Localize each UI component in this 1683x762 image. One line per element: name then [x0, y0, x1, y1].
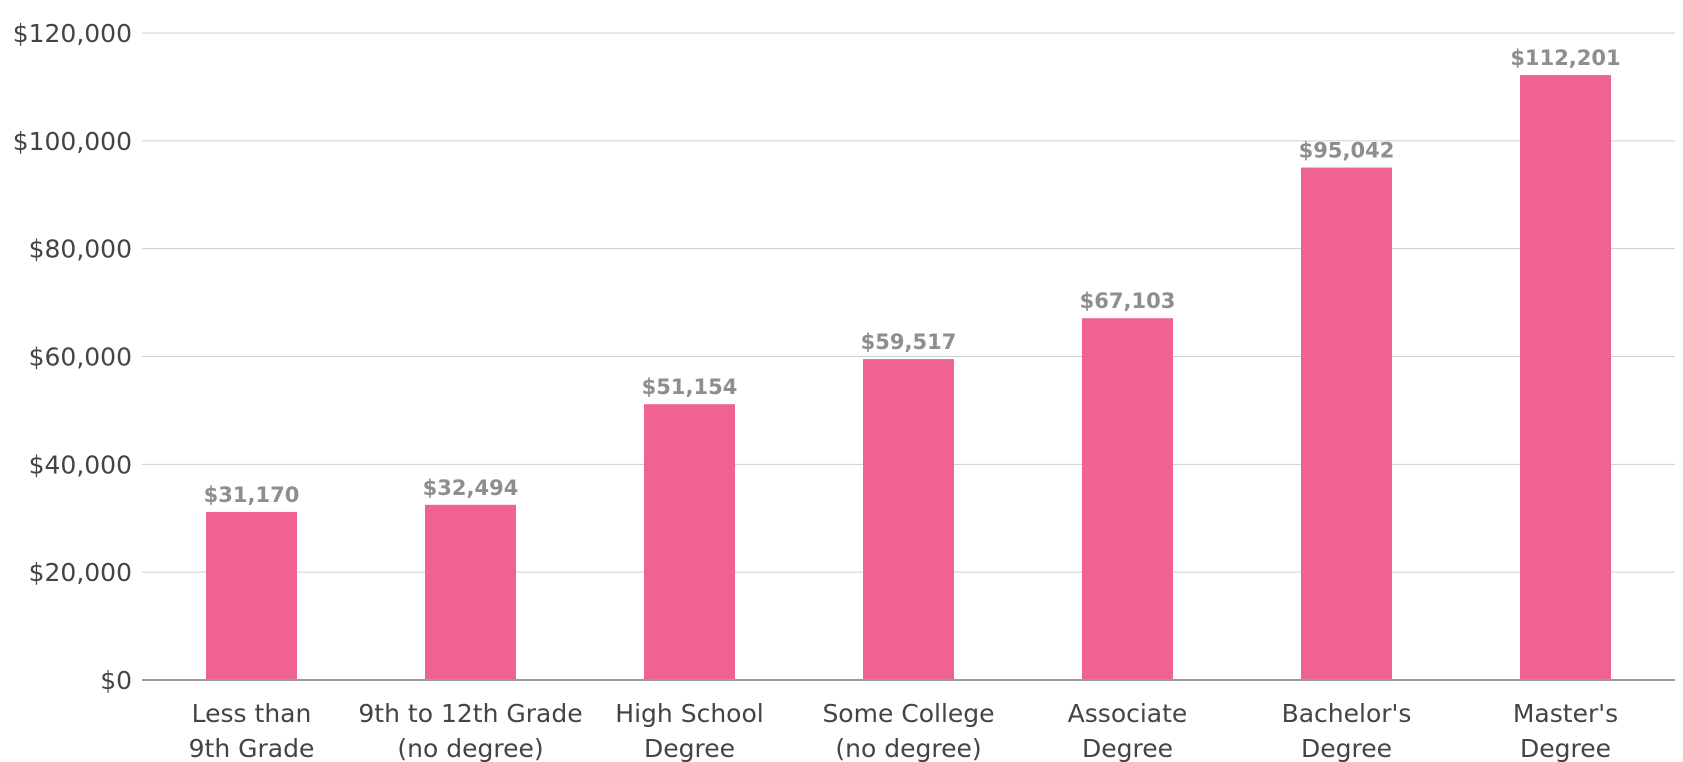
x-tick-label: Master's [1513, 699, 1618, 728]
data-label: $67,103 [1080, 289, 1176, 313]
data-label: $31,170 [204, 483, 300, 507]
x-tick-label: Degree [1301, 734, 1392, 762]
bar [425, 504, 516, 680]
bar [1301, 167, 1392, 681]
y-tick-label: $120,000 [13, 19, 132, 48]
data-labels: $31,170 $32,494 $51,154 $59,517 $67,103 $95,0… [204, 46, 1621, 507]
x-tick-label: High School [615, 699, 763, 728]
x-tick-label: Degree [1082, 734, 1173, 762]
bar [1520, 75, 1611, 680]
bar [206, 511, 297, 680]
x-tick-label: 9th Grade [189, 734, 315, 762]
y-tick-label: $0 [100, 666, 132, 695]
y-tick-label: $100,000 [13, 127, 132, 156]
data-label: $112,201 [1510, 46, 1620, 70]
y-tick-label: $20,000 [29, 558, 132, 587]
x-tick-label: Bachelor's [1282, 699, 1412, 728]
x-tick-label: Degree [1520, 734, 1611, 762]
x-tick-label: Some College [822, 699, 994, 728]
x-tick-label: Less than [192, 699, 312, 728]
x-tick-label: Associate [1068, 699, 1188, 728]
y-tick-label: $80,000 [29, 235, 132, 264]
data-label: $95,042 [1299, 139, 1395, 163]
data-label: $32,494 [423, 476, 519, 500]
y-tick-label: $40,000 [29, 450, 132, 479]
bar [1082, 318, 1173, 680]
data-label: $59,517 [861, 330, 957, 354]
bar [863, 359, 954, 680]
y-tick-label: $60,000 [29, 343, 132, 372]
y-axis-ticks: $0 $20,000 $40,000 $60,000 $80,000 $100,000 $1… [13, 19, 132, 695]
data-label: $51,154 [642, 375, 738, 399]
x-tick-label: 9th to 12th Grade [358, 699, 582, 728]
gridlines [142, 32, 1675, 573]
bar [644, 404, 735, 680]
x-tick-label: Degree [644, 734, 735, 762]
x-tick-label: (no degree) [835, 734, 981, 762]
bars [206, 75, 1611, 681]
x-tick-label: (no degree) [397, 734, 543, 762]
x-axis-labels: Less than 9th Grade 9th to 12th Grade (no d… [189, 699, 1619, 762]
